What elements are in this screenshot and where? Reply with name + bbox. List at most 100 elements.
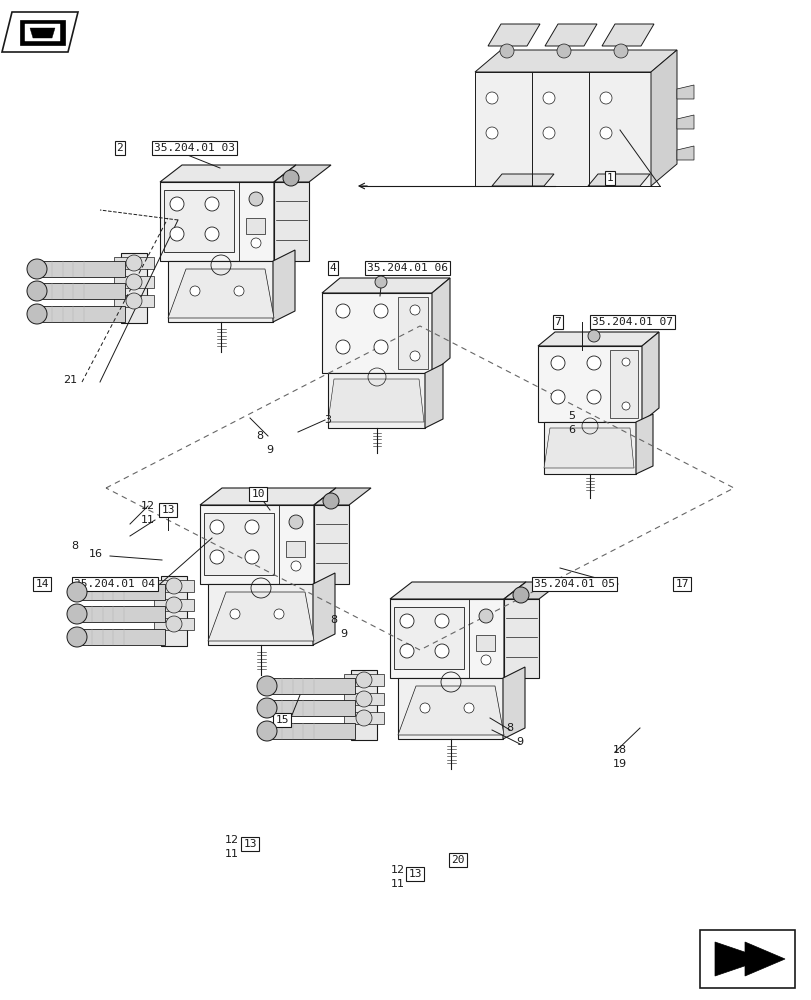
Polygon shape [77,584,165,600]
Text: 35.204.01 04: 35.204.01 04 [75,579,156,589]
Polygon shape [504,582,526,678]
Circle shape [621,358,629,366]
Polygon shape [424,364,443,428]
Circle shape [126,274,142,290]
Polygon shape [161,576,187,646]
Text: 13: 13 [243,839,256,849]
Circle shape [245,550,259,564]
Circle shape [165,578,182,594]
Circle shape [355,691,371,707]
Polygon shape [344,693,384,705]
Text: 35.204.01 03: 35.204.01 03 [154,143,235,153]
Circle shape [586,356,600,370]
Text: 19: 19 [612,759,626,769]
Polygon shape [246,218,264,234]
Polygon shape [322,278,449,293]
Polygon shape [25,24,60,41]
Text: 9: 9 [516,737,523,747]
Text: 35.204.01 05: 35.204.01 05 [534,579,615,589]
Circle shape [435,614,448,628]
Polygon shape [431,278,449,373]
Text: 1: 1 [606,173,612,183]
Polygon shape [538,332,659,346]
Polygon shape [609,350,637,418]
Circle shape [251,238,260,248]
Polygon shape [538,346,642,422]
Text: 13: 13 [161,505,174,515]
Polygon shape [154,618,194,630]
Polygon shape [474,72,650,186]
Circle shape [257,721,277,741]
Text: 11: 11 [141,515,155,525]
Circle shape [204,197,219,211]
Circle shape [543,127,554,139]
Polygon shape [37,306,125,322]
Polygon shape [208,592,314,641]
Circle shape [210,550,224,564]
Circle shape [410,351,419,361]
Text: 9: 9 [266,445,273,455]
Circle shape [551,356,564,370]
Circle shape [283,170,298,186]
Polygon shape [77,606,165,622]
Text: 14: 14 [35,579,49,589]
Circle shape [463,703,474,713]
Text: 12: 12 [390,865,405,875]
Polygon shape [273,182,309,261]
Polygon shape [160,182,273,261]
Polygon shape [204,513,273,575]
Polygon shape [208,584,312,645]
Polygon shape [502,667,525,739]
Polygon shape [114,257,154,269]
Circle shape [486,92,497,104]
Polygon shape [200,505,314,584]
Polygon shape [744,942,784,976]
Circle shape [586,390,600,404]
Polygon shape [544,24,596,46]
Circle shape [375,276,387,288]
Polygon shape [20,20,65,45]
Polygon shape [154,599,194,611]
Circle shape [480,655,491,665]
Circle shape [599,92,611,104]
Polygon shape [168,261,272,322]
Circle shape [190,286,200,296]
Circle shape [257,676,277,696]
Polygon shape [2,12,78,52]
Polygon shape [37,283,125,299]
Polygon shape [200,488,336,505]
Text: 3: 3 [324,415,331,425]
Circle shape [67,582,87,602]
Polygon shape [543,428,633,468]
Polygon shape [272,250,294,322]
Polygon shape [273,165,331,182]
Circle shape [400,644,414,658]
Polygon shape [714,942,764,976]
Polygon shape [344,674,384,686]
Circle shape [551,390,564,404]
Text: 6: 6 [568,425,575,435]
Circle shape [245,520,259,534]
Circle shape [435,644,448,658]
Polygon shape [30,28,55,38]
Polygon shape [37,261,125,277]
Polygon shape [164,190,234,252]
Polygon shape [389,582,526,599]
Polygon shape [699,930,794,988]
Polygon shape [322,293,431,373]
Circle shape [410,305,419,315]
Polygon shape [344,712,384,724]
Polygon shape [77,629,165,645]
Text: 2: 2 [117,143,123,153]
Circle shape [249,192,263,206]
Text: 20: 20 [451,855,464,865]
Circle shape [599,127,611,139]
Text: 12: 12 [225,835,238,845]
Text: 4: 4 [329,263,336,273]
Text: 16: 16 [89,549,103,559]
Circle shape [169,227,184,241]
Circle shape [336,304,350,318]
Polygon shape [543,422,635,474]
Circle shape [419,703,430,713]
Circle shape [613,44,627,58]
